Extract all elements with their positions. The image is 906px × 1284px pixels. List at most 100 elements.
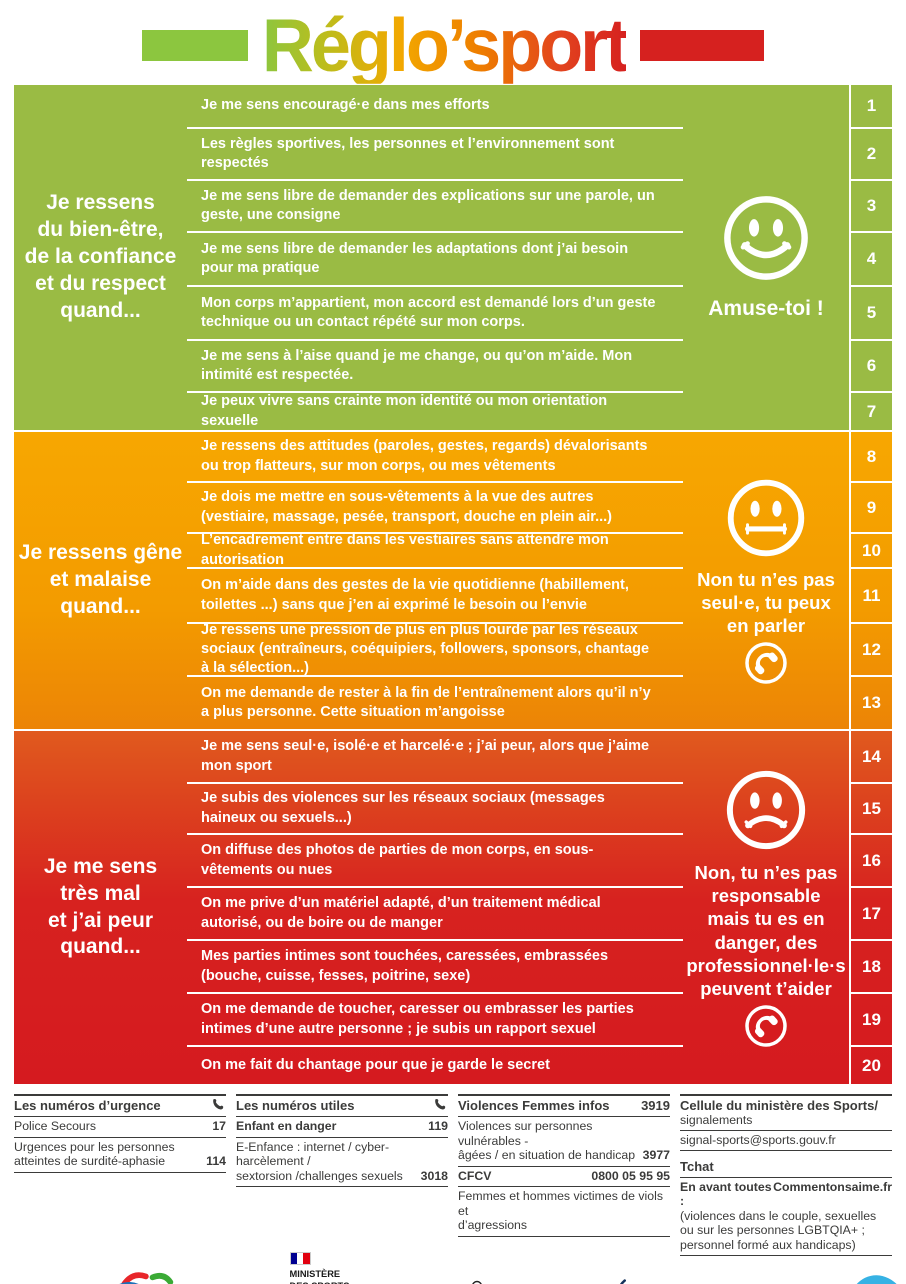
footer-column-title: Les numéros d’urgence (14, 1098, 161, 1113)
statement-text: L’encadrement entre dans les vestiaires … (187, 532, 683, 569)
helpline-number: 119 (428, 1119, 448, 1134)
statement-text: On m’aide dans des gestes de la vie quot… (187, 569, 683, 624)
statement-number: 3 (849, 181, 892, 233)
poster-header: Réglo’sport (0, 0, 906, 85)
statement-text: On me demande de toucher, caresser ou em… (187, 994, 683, 1047)
happy-smiley-icon (724, 196, 808, 281)
feel-zone-red: Non, tu n’es pas responsable mais tu es … (683, 731, 849, 1084)
statement-text: On me demande de rester à la fin de l’en… (201, 684, 651, 720)
helpline-number: 3018 (420, 1168, 448, 1183)
statement-text: On me prive d’un matériel adapté, d’un t… (187, 888, 683, 941)
ministere-sports-logo: MINISTÈRE DES SPORTS ET DES JEUX OLYMPIQ… (289, 1252, 370, 1284)
green-accent-bar (141, 30, 248, 61)
footer-column-utiles: Les numéros utiles Enfant en danger 119 … (236, 1094, 448, 1256)
statement-number: 6 (849, 341, 892, 393)
statement-text: Je me sens libre de demander les adaptat… (187, 233, 683, 287)
tchat-note: (violences dans le couple, sexuelles ou … (680, 1209, 892, 1257)
statement-number: 12 (849, 624, 892, 677)
tchat-url: Commentonsaime.fr (773, 1179, 892, 1194)
statements-board: Je ressens du bien-être, de la confiance… (14, 85, 892, 1084)
sad-smiley-icon (726, 770, 806, 850)
statement-number: 2 (849, 129, 892, 181)
statement-number: 5 (849, 287, 892, 341)
statement-text: Mon corps m’appartient, mon accord est d… (187, 287, 683, 341)
statement-text: Je dois me mettre en sous-vêtements à la… (187, 483, 683, 534)
helpline-label: Violences Femmes infos (458, 1098, 610, 1113)
footer-column-violences: Violences Femmes infos 3919 Violences su… (458, 1094, 670, 1256)
footer-column-title: Les numéros utiles (236, 1098, 355, 1113)
section-wellbeing: Je ressens du bien-être, de la confiance… (14, 85, 892, 430)
statement-number: 16 (849, 835, 892, 888)
signal-email: signal-sports@sports.gouv.fr (680, 1131, 892, 1152)
helpline-label: E-Enfance : internet / cyber-harcèlement… (236, 1139, 403, 1183)
statement-number: 18 (849, 941, 892, 994)
feel-message: Non tu n’es pas seul·e, tu peux en parle… (697, 568, 835, 637)
paris-boat-icon (619, 1278, 626, 1284)
statement-number: 7 (849, 393, 892, 430)
statement-number: 8 (849, 432, 892, 483)
statement-text: Je me sens libre de demander des explica… (187, 181, 683, 233)
statement-number: 15 (849, 784, 892, 835)
paralympic-agitos-icon (119, 1272, 173, 1284)
section-heading: Je ressens gêne et malaise quand... (18, 541, 183, 618)
neutral-smiley-icon (727, 479, 805, 557)
helpline-number: 0800 05 95 95 (591, 1168, 670, 1183)
statement-text: Je peux vivre sans crainte mon identité … (201, 393, 608, 429)
helpline-label: Enfant en danger (236, 1119, 337, 1134)
footer-column-urgence: Les numéros d’urgence Police Secours 17 … (14, 1094, 226, 1256)
footer-column-ministere: Cellule du ministère des Sports/ signale… (680, 1094, 892, 1257)
helpline-number: 3977 (642, 1148, 670, 1163)
helpline-label: CFCV (458, 1168, 492, 1183)
feel-zone-green: Amuse-toi ! (683, 85, 849, 430)
statement-number: 1 (849, 85, 892, 129)
feel-message: Amuse-toi ! (708, 297, 824, 321)
helpline-label: Urgences pour les personnes atteintes de… (14, 1139, 175, 1169)
helpline-number: 3919 (641, 1098, 670, 1113)
section-danger: Je me sens très mal et j’ai peur quand..… (14, 729, 892, 1084)
statement-text: Je ressens des attitudes (paroles, geste… (187, 432, 683, 483)
phone-icon (745, 1005, 787, 1047)
section-heading: Je ressens du bien-être, de la confiance… (24, 191, 177, 322)
section-discomfort: Je ressens gêne et malaise quand... Je r… (14, 430, 892, 729)
statement-number: 13 (849, 677, 892, 729)
partners-row: Un projet France Paralympique )( Soutenu… (14, 1252, 906, 1284)
section-heading: Je me sens très mal et j’ai peur quand..… (43, 854, 158, 959)
woman-silhouette-icon (471, 1280, 482, 1284)
phone-icon (213, 1099, 224, 1110)
tchat-label: En avant toutes : (680, 1179, 772, 1209)
helpline-label: Femmes et hommes victimes de viols et d’… (458, 1189, 664, 1233)
helpline-label: Violences sur personnes vulnérables - âg… (458, 1119, 636, 1163)
en-avant-toutes-badge: EN AVANT TOUTE(S) (841, 1269, 906, 1284)
cellule-title: Cellule du ministère des Sports/ (680, 1094, 892, 1113)
emergency-numbers-footer: Les numéros d’urgence Police Secours 17 … (14, 1094, 892, 1257)
tchat-title: Tchat (680, 1159, 892, 1178)
statement-number: 20 (849, 1047, 892, 1084)
statement-text: On diffuse des photos de parties de mon … (187, 835, 683, 888)
phone-icon (435, 1099, 446, 1110)
helpline-number: 17 (212, 1119, 226, 1134)
statement-number: 10 (849, 534, 892, 569)
statement-text: On me fait du chantage pour que je garde… (201, 1056, 550, 1073)
statement-number: 11 (849, 569, 892, 624)
ministere-line: DES SPORTS (290, 1280, 370, 1284)
france-paralympique-logo: France Paralympique )( (89, 1267, 199, 1284)
ville-de-paris-logo: VILLE DE PARIS (590, 1278, 655, 1284)
phone-icon (745, 642, 787, 684)
statement-text: Je me sens encouragé·e dans mes efforts (187, 85, 683, 129)
statement-number: 4 (849, 233, 892, 287)
statement-number: 17 (849, 888, 892, 941)
french-flag-icon (289, 1252, 311, 1266)
statement-text: Je me sens seul·e, isolé·e et harcelé·e … (187, 731, 683, 784)
affa-logo: A F F A Association Francophone de Femme… (409, 1278, 544, 1284)
red-accent-bar (640, 30, 765, 61)
feel-zone-orange: Non tu n’es pas seul·e, tu peux en parle… (683, 432, 849, 729)
statement-text: Je me sens à l’aise quand je me change, … (187, 341, 683, 393)
helpline-label: Police Secours (14, 1119, 97, 1134)
statement-text: Je subis des violences sur les réseaux s… (187, 784, 683, 835)
helpline-number: 114 (206, 1154, 226, 1169)
poster-title: Réglo’sport (261, 3, 629, 88)
feel-message: Non, tu n’es pas responsable mais tu es … (686, 862, 846, 999)
statement-number: 9 (849, 483, 892, 534)
statement-text: Les règles sportives, les personnes et l… (187, 129, 683, 181)
